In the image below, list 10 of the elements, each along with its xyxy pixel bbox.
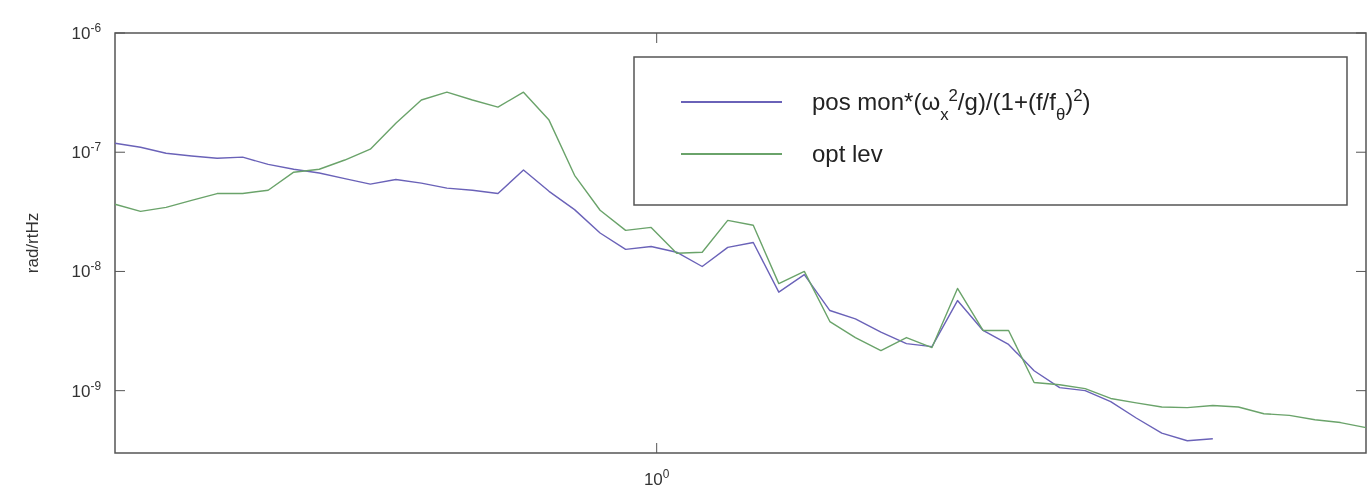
line-series — [114, 91, 1367, 429]
legend-label: pos mon*(ω$_{x}$$^{2}$/g)/(1+(f/f$_{θ}$)$^{2}$) — [812, 85, 1091, 124]
y-axis-title: rad/rtHz — [23, 212, 42, 274]
y-tick-label: 10$^{-7}$ — [71, 140, 102, 163]
y-tick-label: 10$^{-6}$ — [71, 20, 102, 43]
y-tick-label: 10$^{-9}$ — [71, 378, 102, 401]
line-series — [114, 142, 1214, 442]
legend-label: opt lev — [812, 140, 883, 168]
text: 10$^{0}$ — [643, 467, 670, 489]
y-tick-label: 10$^{-8}$ — [71, 259, 102, 282]
